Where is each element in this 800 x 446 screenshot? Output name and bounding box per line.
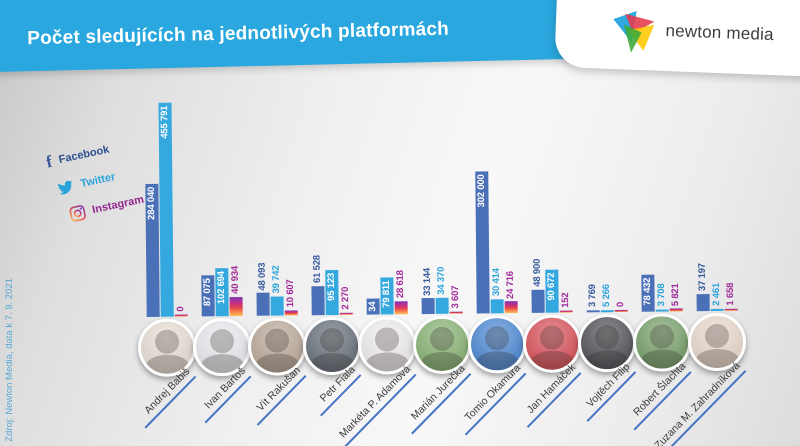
bar-fb: 3 769 (586, 284, 600, 313)
legend-label-instagram: Instagram (91, 193, 146, 217)
bar-value-label: 5 266 (600, 283, 613, 307)
bar-value-label: 0 (615, 301, 627, 308)
page-title: Počet sledujících na jednotlivých platfo… (27, 18, 450, 50)
bar-value-label: 28 618 (394, 269, 407, 298)
bar-value-label: 455 791 (159, 105, 171, 139)
bar-group: 61 528 95 123 2 270 Petr Fiala (302, 88, 362, 417)
facebook-icon: f (44, 151, 54, 172)
bar-fb: 284 040 (144, 183, 160, 317)
bar-group: 48 900 90 672 152 Jan Hamáček (515, 85, 582, 428)
bar-value-label: 24 716 (504, 270, 517, 299)
bar-fb: 48 900 (530, 259, 545, 313)
bar-value-label: 30 414 (490, 268, 503, 297)
bar-ig: 0 (614, 302, 628, 313)
bar-value-label: 5 821 (669, 282, 682, 306)
bar-tw: 79 811 (379, 276, 394, 315)
bar-tw: 30 414 (490, 268, 504, 314)
newton-pinwheel-icon (613, 10, 655, 53)
bar-tw: 5 266 (600, 284, 614, 313)
bar-group: 3 769 5 266 0 Vojtěch Filip (576, 85, 637, 422)
legend: f Facebook Twitter Instagram (44, 134, 147, 234)
bar-value-label: 1 658 (724, 283, 737, 306)
bar-tw: 95 123 (324, 270, 339, 316)
bar-value-label: 95 123 (325, 273, 338, 302)
logo-card: newton media (554, 0, 800, 78)
bar-value-label: 90 672 (545, 273, 558, 302)
bar-groups-row: 284 040 455 791 0 Andrej Babiš 87 075 102 694… (134, 84, 750, 446)
bar-tw: 102 694 (214, 267, 229, 317)
bar-group: 34 79 811 28 618 Markéta P. Adamová (328, 87, 417, 446)
bar-value-label: 48 900 (531, 258, 543, 287)
bar-fb: 61 528 (310, 255, 325, 316)
bar-ig: 3 607 (449, 286, 463, 314)
bar-ig: 2 270 (339, 287, 353, 315)
bar-ig: 24 716 (504, 271, 518, 314)
bar-group: 48 093 39 742 10 607 Vít Rakušan (245, 88, 307, 426)
bar-fb: 37 197 (696, 263, 710, 312)
bar-fb: 48 093 (256, 262, 270, 316)
bar-group: 284 040 455 791 0 Andrej Babiš (134, 90, 197, 429)
bar-value-label: 3 708 (655, 283, 668, 307)
bar-ig: 0 (174, 306, 188, 317)
bar-tw: 34 370 (435, 267, 449, 314)
bar-tw: 39 742 (270, 266, 284, 316)
bar-value-label: 34 370 (435, 266, 448, 295)
bar-tw: 3 708 (655, 284, 669, 312)
followers-bar-chart: 284 040 455 791 0 Andrej Babiš 87 075 102 694… (134, 84, 751, 446)
bar-ig: 1 658 (724, 283, 738, 311)
twitter-icon (58, 180, 73, 195)
bar-value-label: 61 528 (311, 255, 323, 284)
legend-item-instagram: Instagram (68, 189, 147, 226)
bar-value-label: 0 (175, 306, 187, 312)
bar-group: 78 432 3 708 5 821 Robert Šlachta (622, 84, 692, 431)
instagram-icon (69, 205, 86, 222)
legend-label-twitter: Twitter (79, 170, 117, 191)
bar-fb: 34 (366, 298, 380, 315)
bar-value-label: 79 811 (380, 279, 393, 308)
bar-fb: 302 000 (474, 171, 490, 314)
bar-group: 37 197 2 461 1 658 Zuzana M. Zahradníková (644, 84, 747, 446)
header-banner: Počet sledujících na jednotlivých platfo… (0, 0, 582, 72)
bar-value-label: 302 000 (475, 174, 488, 208)
bar-ig: 10 607 (284, 280, 298, 316)
bar-value-label: 2 270 (339, 287, 352, 310)
bar-value-label: 3 769 (586, 284, 599, 308)
bar-value-label: 48 093 (256, 262, 268, 291)
politician-photo (137, 318, 197, 378)
bar-group: 33 144 34 370 3 607 Marián Jurečka (400, 87, 472, 435)
bar-value-label: 284 040 (145, 186, 158, 220)
bar-value-label: 40 934 (229, 265, 242, 294)
bar-ig: 40 934 (229, 266, 243, 317)
legend-item-twitter: Twitter (56, 161, 140, 199)
bar-value-label: 37 197 (696, 262, 709, 291)
bar-value-label: 152 (560, 292, 572, 308)
bar-tw: 2 461 (710, 283, 724, 312)
bar-value-label: 2 461 (710, 283, 723, 307)
bar-fb: 87 075 (200, 275, 215, 317)
bar-tw: 455 791 (158, 102, 174, 317)
bar-value-label: 33 144 (421, 267, 434, 296)
bar-tw: 90 672 (544, 270, 559, 313)
legend-label-facebook: Facebook (57, 143, 111, 167)
source-note: Zdroj: Newton Media, data k 7. 9. 2021 (4, 278, 15, 442)
bar-value-label: 3 607 (449, 285, 462, 309)
newton-media-logo-text: newton media (665, 20, 775, 45)
bar-ig: 5 821 (669, 283, 683, 312)
bar-ig: 28 618 (394, 270, 408, 315)
bar-ig: 152 (559, 292, 573, 313)
bar-group: 302 000 30 414 24 716 Tomio Okamura (453, 86, 527, 436)
bar-value-label: 39 742 (270, 266, 283, 294)
bar-value-label: 10 607 (284, 279, 297, 308)
bar-fb: 33 144 (421, 268, 435, 315)
bar-value-label: 87 075 (201, 278, 214, 307)
bar-fb: 78 432 (640, 274, 655, 312)
bar-value-label: 34 (367, 301, 379, 312)
bar-group: 87 075 102 694 40 934 Ivan Bartoš (192, 89, 252, 424)
bar-value-label: 78 432 (641, 277, 654, 306)
bar-value-label: 102 694 (215, 270, 228, 304)
